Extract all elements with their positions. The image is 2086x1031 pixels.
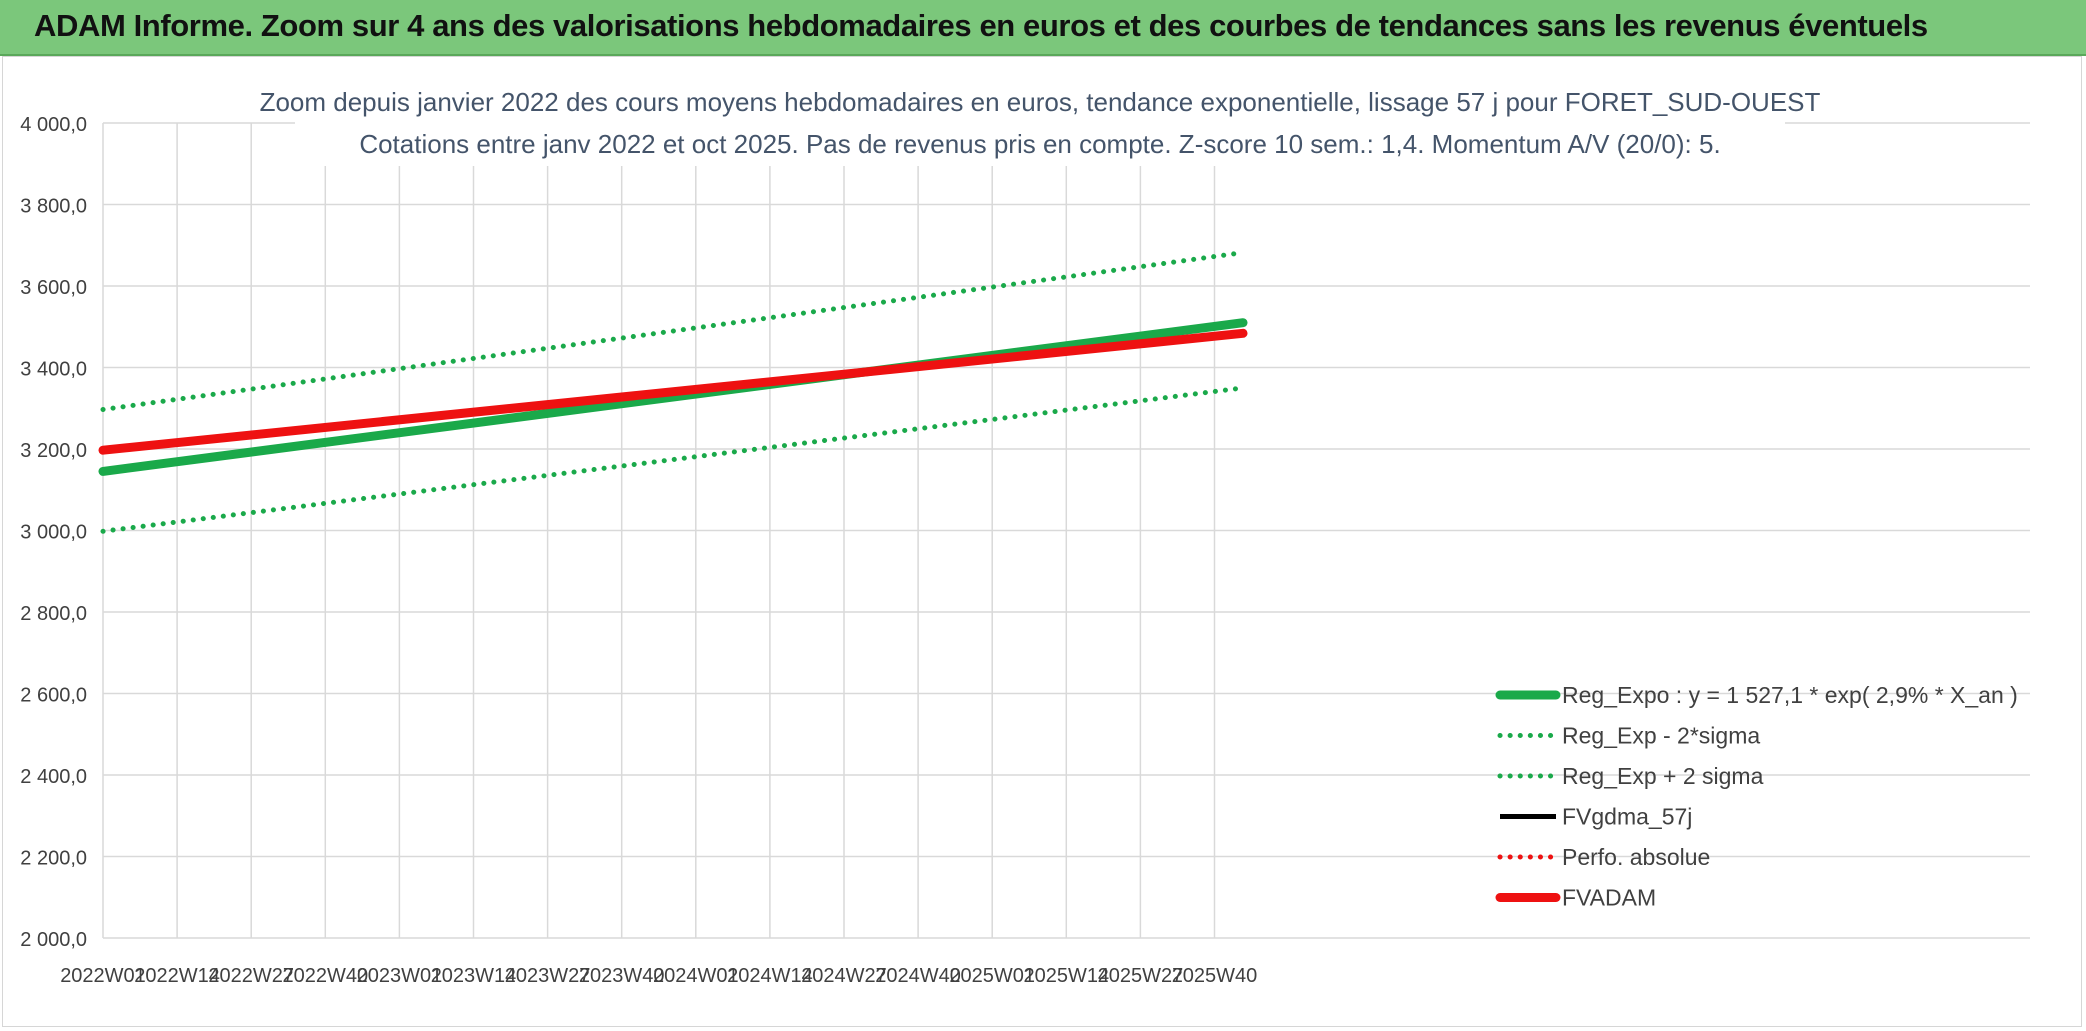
legend-label: Reg_Exp + 2 sigma xyxy=(1562,763,1764,789)
legend-label: Reg_Expo : y = 1 527,1 * exp( 2,9% * X_a… xyxy=(1562,682,2018,708)
x-axis: 2022W012022W142022W272022W402023W012023W… xyxy=(60,965,1257,987)
series-line-5 xyxy=(98,328,1248,455)
y-tick-label: 2 200,0 xyxy=(20,848,87,870)
x-tick-label: 2025W27 xyxy=(1098,965,1184,987)
x-tick-label: 2022W01 xyxy=(60,965,146,987)
y-tick-label: 2 400,0 xyxy=(20,766,87,788)
x-tick-label: 2023W27 xyxy=(505,965,591,987)
series-line-2 xyxy=(100,250,1246,412)
x-tick-label: 2024W27 xyxy=(801,965,887,987)
y-tick-label: 3 800,0 xyxy=(20,196,87,218)
x-tick-label: 2023W14 xyxy=(431,965,517,987)
grid-layer xyxy=(102,122,2030,939)
banner-title: ADAM Informe. Zoom sur 4 ans des valoris… xyxy=(34,8,1928,43)
y-tick-label: 4 000,0 xyxy=(20,114,87,136)
y-tick-label: 3 000,0 xyxy=(20,522,87,544)
x-tick-label: 2022W14 xyxy=(134,965,220,987)
x-tick-label: 2025W40 xyxy=(1172,965,1258,987)
report-banner: ADAM Informe. Zoom sur 4 ans des valoris… xyxy=(0,0,2086,56)
x-tick-label: 2022W40 xyxy=(282,965,368,987)
series-line-0 xyxy=(98,318,1248,476)
y-tick-label: 2 000,0 xyxy=(20,929,87,951)
title-background xyxy=(295,72,1785,166)
y-tick-label: 2 600,0 xyxy=(20,685,87,707)
y-tick-label: 3 200,0 xyxy=(20,440,87,462)
x-tick-label: 2023W40 xyxy=(579,965,665,987)
x-tick-label: 2024W40 xyxy=(875,965,961,987)
x-tick-label: 2023W01 xyxy=(357,965,443,987)
x-tick-label: 2025W01 xyxy=(949,965,1035,987)
x-tick-label: 2024W01 xyxy=(653,965,739,987)
legend: Reg_Expo : y = 1 527,1 * exp( 2,9% * X_a… xyxy=(1495,682,2018,911)
y-tick-label: 3 600,0 xyxy=(20,277,87,299)
legend-label: Reg_Exp - 2*sigma xyxy=(1562,723,1760,749)
legend-label: FVgdma_57j xyxy=(1562,804,1692,830)
legend-label: FVADAM xyxy=(1562,885,1656,911)
chart-subtitle: Cotations entre janv 2022 et oct 2025. P… xyxy=(359,129,1720,159)
y-tick-label: 3 400,0 xyxy=(20,359,87,381)
x-tick-label: 2025W14 xyxy=(1023,965,1109,987)
series-layer xyxy=(98,250,1248,534)
legend-label: Perfo. absolue xyxy=(1562,844,1710,870)
chart-border xyxy=(2,56,2082,1027)
series-line-1 xyxy=(100,385,1246,534)
chart-title: Zoom depuis janvier 2022 des cours moyen… xyxy=(260,87,1821,117)
y-tick-label: 2 800,0 xyxy=(20,603,87,625)
y-axis: 4 000,0 3 800,0 3 600,0 3 400,0 3 200,0 3 000… xyxy=(20,114,87,951)
x-tick-label: 2024W14 xyxy=(727,965,813,987)
x-tick-label: 2022W27 xyxy=(208,965,294,987)
